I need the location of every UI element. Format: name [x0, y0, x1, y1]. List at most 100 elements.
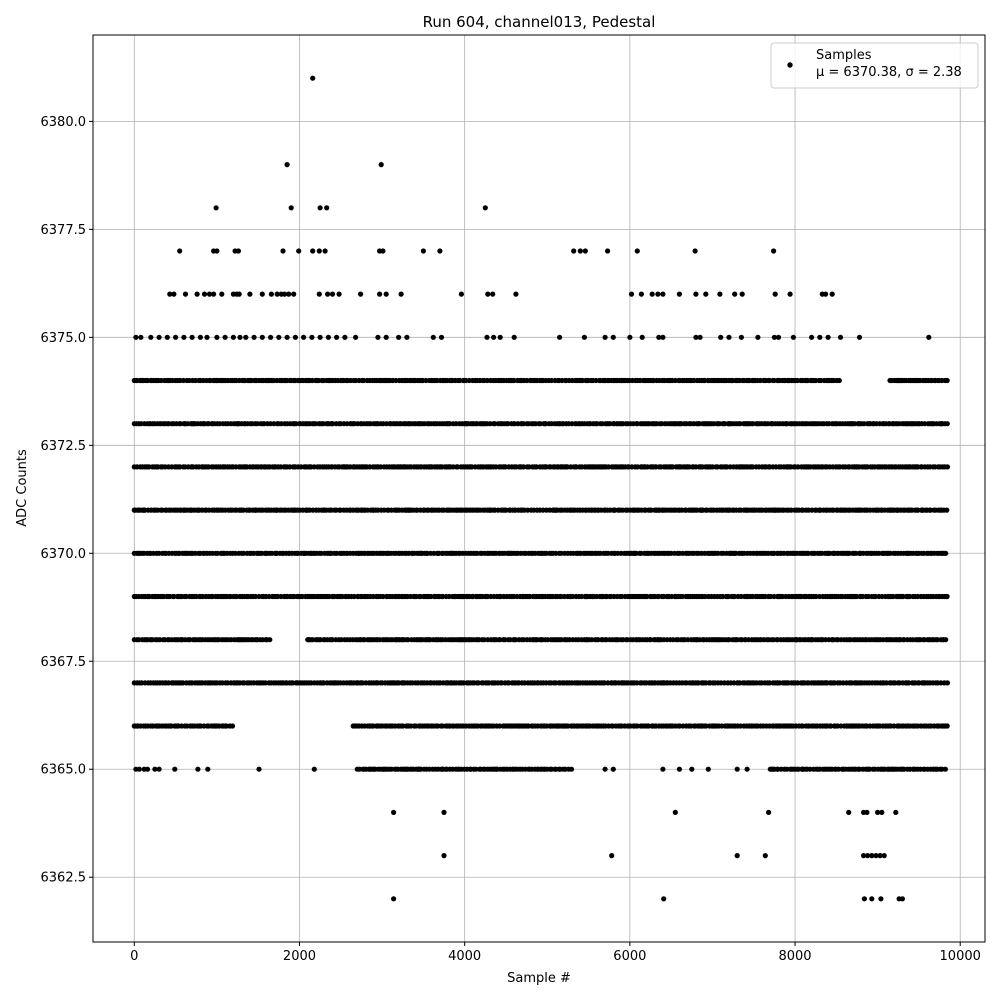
data-point [201, 291, 208, 297]
data-point [322, 248, 328, 254]
data-point [899, 896, 906, 902]
y-tick-label: 6362.5 [41, 871, 87, 886]
data-point [301, 334, 307, 340]
data-point [726, 334, 732, 340]
data-point [441, 809, 447, 816]
data-point [177, 248, 183, 254]
data-point [513, 291, 519, 297]
data-point [771, 248, 777, 254]
data-point [214, 334, 220, 340]
data-point [610, 334, 616, 340]
data-point [634, 248, 640, 254]
data-point [296, 248, 302, 254]
data-point [195, 766, 201, 772]
data-point [317, 334, 323, 340]
data-point [865, 853, 871, 859]
data-point [869, 896, 875, 902]
data-point [869, 853, 875, 859]
data-point [197, 334, 203, 340]
data-point [944, 593, 950, 600]
data-point [383, 334, 389, 340]
data-point [944, 421, 950, 427]
data-point [846, 809, 852, 816]
data-point [404, 334, 410, 340]
data-point [484, 334, 490, 340]
data-point [268, 334, 274, 340]
data-point [152, 766, 158, 772]
y-tick-label: 6372.5 [41, 439, 87, 454]
data-point [237, 334, 243, 340]
data-point [438, 334, 445, 340]
data-point [172, 766, 178, 772]
data-point [944, 464, 951, 470]
data-point [744, 766, 750, 772]
data-point [334, 334, 340, 340]
legend-box [770, 42, 979, 89]
data-point [829, 291, 835, 297]
data-point [378, 162, 384, 168]
y-tick-label: 6367.5 [41, 655, 87, 670]
data-point [873, 853, 879, 859]
data-point [775, 334, 782, 340]
data-point [194, 291, 200, 297]
y-tick-label: 6370.0 [41, 547, 87, 562]
data-point [581, 334, 588, 340]
data-points [131, 75, 951, 902]
x-axis-ticks: 0 2000 4000 6000 8000 10000 [130, 942, 981, 964]
data-point [693, 334, 699, 340]
data-point [189, 334, 195, 340]
data-point [148, 334, 154, 340]
data-point [398, 291, 404, 297]
data-point [605, 248, 611, 254]
data-point [206, 291, 213, 297]
data-point [282, 291, 288, 297]
data-point [156, 334, 162, 340]
data-point [291, 291, 297, 297]
data-point [325, 291, 331, 297]
data-point [485, 291, 491, 297]
data-point [861, 896, 868, 902]
data-point [689, 766, 695, 772]
data-point [144, 766, 151, 772]
data-point [672, 809, 678, 816]
data-point [164, 334, 170, 340]
legend-stats-label: μ = 6370.38, σ = 2.38 [816, 65, 962, 80]
data-point [602, 766, 608, 772]
data-point [292, 334, 298, 340]
data-point [430, 334, 436, 340]
data-point [755, 334, 761, 340]
data-point [628, 291, 635, 297]
data-point [274, 291, 280, 297]
data-point [213, 205, 219, 211]
x-tick-label: 6000 [613, 949, 646, 964]
data-point [316, 248, 322, 254]
x-axis-label: Sample # [507, 971, 571, 986]
data-point [259, 291, 265, 297]
data-point [173, 334, 179, 340]
y-tick-label: 6375.0 [41, 331, 87, 346]
data-point [324, 205, 330, 211]
chart-title: Run 604, channel013, Pedestal [423, 13, 656, 31]
data-point [342, 334, 348, 340]
data-point [732, 291, 738, 297]
y-axis-ticks: 6362.5 6365.0 6367.5 6370.0 6372.5 6375.0 6377… [41, 115, 93, 886]
data-point [280, 248, 286, 254]
y-tick-label: 6377.5 [41, 223, 87, 238]
data-point [380, 248, 386, 254]
data-point [610, 766, 616, 772]
data-point [441, 853, 447, 859]
data-point [316, 291, 322, 297]
data-point [943, 637, 949, 643]
data-point [491, 334, 497, 340]
x-tick-label: 10000 [940, 949, 981, 964]
data-point [823, 291, 829, 297]
data-point [325, 334, 331, 340]
data-point [230, 334, 236, 340]
data-point [490, 291, 496, 297]
legend-series-name: Samples [816, 48, 872, 63]
y-axis-label: ADC Counts [15, 449, 30, 527]
data-point [692, 248, 698, 254]
data-point [276, 334, 282, 340]
data-point [718, 334, 724, 340]
data-point [259, 334, 265, 340]
